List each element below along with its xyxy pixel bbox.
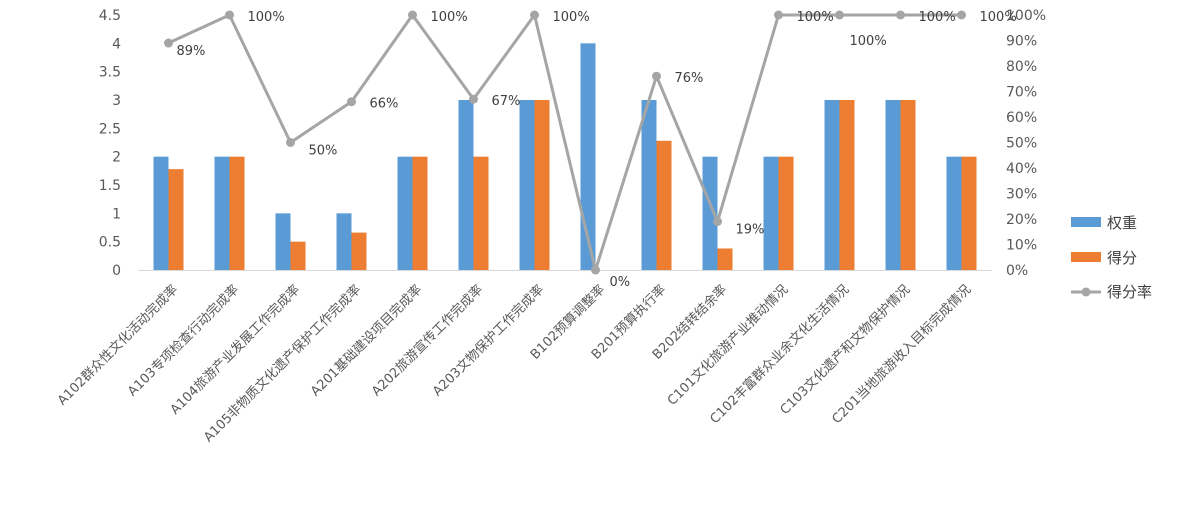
- line-point: [164, 38, 173, 48]
- y-left-tick-label: 4: [112, 36, 121, 52]
- rate-data-label: 100%: [431, 10, 468, 25]
- bar-weight: [702, 156, 718, 270]
- rate-data-label: 100%: [248, 10, 285, 25]
- bars-layer: [153, 43, 977, 271]
- rate-data-label: 0%: [610, 275, 631, 290]
- line-point: [408, 10, 417, 20]
- labels-layer: 89% 100% 50% 66% 100% 67% 100% 0% 76% 19% 100% 100%…: [177, 10, 1017, 290]
- legend-swatch-bar: [1071, 217, 1101, 227]
- x-category-label: A203文物保护工作完成率: [429, 282, 547, 400]
- bar-score: [534, 100, 550, 270]
- line-point: [469, 94, 478, 104]
- x-category-label: C103文化遗产和文物保护情况: [778, 282, 914, 418]
- y-left-tick-label: 0.5: [99, 235, 121, 251]
- legend-label: 权重: [1107, 214, 1137, 232]
- y-left-tick-label: 2.5: [99, 121, 121, 137]
- bar-weight: [397, 156, 413, 270]
- line-point: [652, 71, 661, 81]
- y-left-tick-label: 1: [112, 206, 121, 222]
- x-category-label: A102群众性文化活动完成率: [54, 282, 181, 409]
- y-left-tick-label: 3.5: [99, 65, 121, 81]
- y-left-tick-label: 4.5: [99, 8, 121, 24]
- legend-swatch-bar: [1071, 252, 1101, 262]
- y-right-tick-label: 90%: [1006, 34, 1037, 50]
- bar-score: [778, 156, 794, 270]
- y-left-tick-label: 2: [112, 150, 121, 166]
- y-right-tick-label: 40%: [1006, 161, 1037, 177]
- bar-score: [961, 156, 977, 270]
- y-right-tick-label: 10%: [1006, 238, 1037, 254]
- line-rate: [167, 13, 962, 272]
- line-point: [591, 265, 600, 275]
- legend-label: 得分: [1107, 249, 1137, 267]
- bar-weight: [641, 100, 657, 270]
- bar-weight: [458, 100, 474, 270]
- y-right-tick-label: 100%: [1006, 8, 1046, 24]
- bar-score: [351, 232, 367, 270]
- x-category-label: A201基础建设项目完成率: [307, 282, 425, 400]
- bar-weight: [153, 156, 169, 270]
- rate-data-label: 100%: [919, 10, 956, 25]
- y-right-tick-label: 30%: [1006, 187, 1037, 203]
- bar-weight: [885, 100, 901, 270]
- line-point: [835, 10, 844, 20]
- bar-score: [717, 248, 733, 270]
- line-point: [347, 97, 356, 107]
- y-right-tick-label: 70%: [1006, 85, 1037, 101]
- line-point: [896, 10, 905, 20]
- bar-score: [473, 156, 489, 270]
- bar-weight: [824, 100, 840, 270]
- y-right-tick-label: 20%: [1006, 212, 1037, 228]
- rate-data-label: 19%: [736, 223, 765, 238]
- rate-data-label: 100%: [797, 10, 834, 25]
- line-point: [286, 138, 295, 147]
- rate-data-label: 50%: [309, 144, 338, 159]
- rate-data-label: 76%: [675, 71, 704, 86]
- line-point: [713, 217, 722, 227]
- bar-weight: [214, 156, 230, 270]
- bar-weight: [275, 213, 291, 270]
- line-point: [530, 10, 539, 20]
- x-category-label: A103专项检查行动完成率: [124, 282, 242, 400]
- rate-data-label: 67%: [492, 94, 521, 109]
- bar-score: [839, 100, 855, 270]
- bar-weight: [946, 156, 962, 270]
- rate-data-label: 100%: [553, 10, 590, 25]
- line-point: [957, 10, 966, 20]
- bar-score: [412, 156, 428, 270]
- rate-data-label: 66%: [370, 97, 399, 112]
- legend-swatch-marker: [1081, 287, 1091, 297]
- bar-weight: [519, 100, 535, 270]
- line-point: [774, 10, 783, 20]
- x-category-label: C101文化旅游产业推动情况: [665, 282, 791, 408]
- y-right-tick-label: 60%: [1006, 110, 1037, 126]
- y-left-tick-label: 0: [112, 263, 121, 279]
- bar-score: [900, 100, 916, 270]
- y-left-tick-label: 1.5: [99, 178, 121, 194]
- bar-score: [168, 169, 184, 270]
- bar-weight: [336, 213, 352, 270]
- bar-score: [229, 156, 245, 270]
- y-left-tick-label: 3: [112, 93, 121, 109]
- bar-score: [290, 241, 306, 270]
- rate-data-label: 89%: [177, 44, 206, 59]
- rate-data-label: 100%: [850, 34, 887, 49]
- y-right-tick-label: 50%: [1006, 136, 1037, 152]
- bar-score: [656, 140, 672, 270]
- y-right-tick-label: 0%: [1006, 263, 1028, 279]
- rate-data-label: 100%: [980, 10, 1017, 25]
- legend-label: 得分率: [1107, 283, 1152, 301]
- bar-weight: [580, 43, 596, 271]
- x-category-label: A104旅游产业发展工作完成率: [167, 282, 303, 418]
- x-category-label: A202旅游宣传工作完成率: [368, 282, 486, 400]
- bar-weight: [763, 156, 779, 270]
- y-right-tick-label: 80%: [1006, 59, 1037, 75]
- line-point: [225, 10, 234, 20]
- line-layer: [164, 10, 966, 275]
